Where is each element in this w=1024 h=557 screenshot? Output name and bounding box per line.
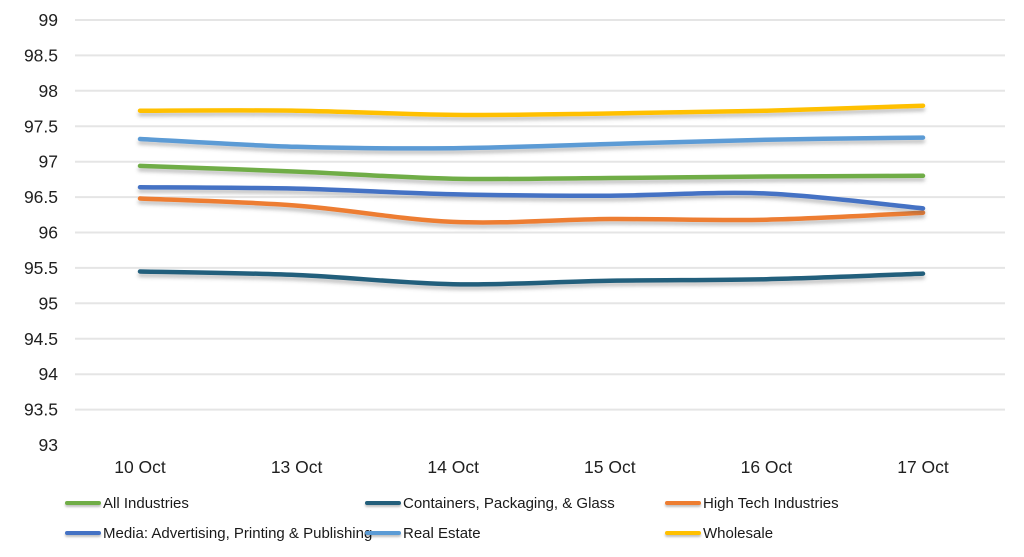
legend-swatch-wholesale xyxy=(665,531,701,535)
y-tick-label-96.5: 96.5 xyxy=(24,187,58,207)
y-tick-label-98.5: 98.5 xyxy=(24,45,58,65)
chart-legend: All Industries Containers, Packaging, & … xyxy=(0,488,1024,557)
legend-item-high-tech-industries: High Tech Industries xyxy=(665,493,839,513)
series-line-containers-packaging-glass xyxy=(137,269,926,287)
legend-label-all-industries: All Industries xyxy=(103,494,189,512)
legend-swatch-real-estate xyxy=(365,531,401,535)
x-tick-label-15-oct: 15 Oct xyxy=(584,457,636,477)
x-tick-label-17-oct: 17 Oct xyxy=(897,457,949,477)
y-tick-label-96: 96 xyxy=(39,223,58,243)
y-tick-label-98: 98 xyxy=(39,81,58,101)
series-line-high-tech-industries xyxy=(137,196,926,225)
series-line-wholesale xyxy=(137,103,926,118)
y-tick-label-99: 99 xyxy=(39,10,58,30)
legend-item-wholesale: Wholesale xyxy=(665,523,773,543)
legend-item-all-industries: All Industries xyxy=(65,493,189,513)
legend-label-containers-packaging-glass: Containers, Packaging, & Glass xyxy=(403,494,615,512)
legend-swatch-containers-packaging-glass xyxy=(365,501,401,505)
x-axis-tick-labels: 10 Oct 13 Oct 14 Oct 15 Oct 16 Oct 17 Oct xyxy=(114,457,949,477)
x-tick-label-16-oct: 16 Oct xyxy=(741,457,793,477)
legend-item-media-advertising-printing-publishing: Media: Advertising, Printing & Publishin… xyxy=(65,523,372,543)
y-tick-label-95: 95 xyxy=(39,293,58,313)
series-line-real-estate xyxy=(137,135,926,151)
x-tick-label-10-oct: 10 Oct xyxy=(114,457,166,477)
series-lines xyxy=(137,103,926,287)
y-tick-label-97.5: 97.5 xyxy=(24,116,58,136)
legend-item-containers-packaging-glass: Containers, Packaging, & Glass xyxy=(365,493,615,513)
series-line-all-industries xyxy=(137,163,926,182)
y-tick-label-93: 93 xyxy=(39,435,58,455)
x-tick-label-13-oct: 13 Oct xyxy=(271,457,323,477)
y-tick-label-94: 94 xyxy=(39,364,59,384)
legend-item-real-estate: Real Estate xyxy=(365,523,481,543)
y-tick-label-94.5: 94.5 xyxy=(24,329,58,349)
series-line-media-advertising-printing-publishing xyxy=(137,184,926,211)
legend-label-wholesale: Wholesale xyxy=(703,524,774,542)
legend-label-high-tech-industries: High Tech Industries xyxy=(703,494,839,512)
legend-swatch-media-advertising-printing-publishing xyxy=(65,531,101,535)
legend-swatch-high-tech-industries xyxy=(665,501,701,505)
x-tick-label-14-oct: 14 Oct xyxy=(427,457,479,477)
y-tick-label-93.5: 93.5 xyxy=(24,400,58,420)
y-tick-label-97: 97 xyxy=(39,152,58,172)
y-tick-label-95.5: 95.5 xyxy=(24,258,58,278)
legend-label-real-estate: Real Estate xyxy=(403,524,481,542)
legend-swatch-all-industries xyxy=(65,501,101,505)
legend-label-media-advertising-printing-publishing: Media: Advertising, Printing & Publishin… xyxy=(103,524,373,542)
y-axis-tick-labels: 99 98.5 98 97.5 97 96.5 96 95.5 95 94.5 94 93.5 93 xyxy=(24,10,58,455)
line-chart-plot: 99 98.5 98 97.5 97 96.5 96 95.5 95 94.5 94 93.5 93 1… xyxy=(24,10,1005,477)
